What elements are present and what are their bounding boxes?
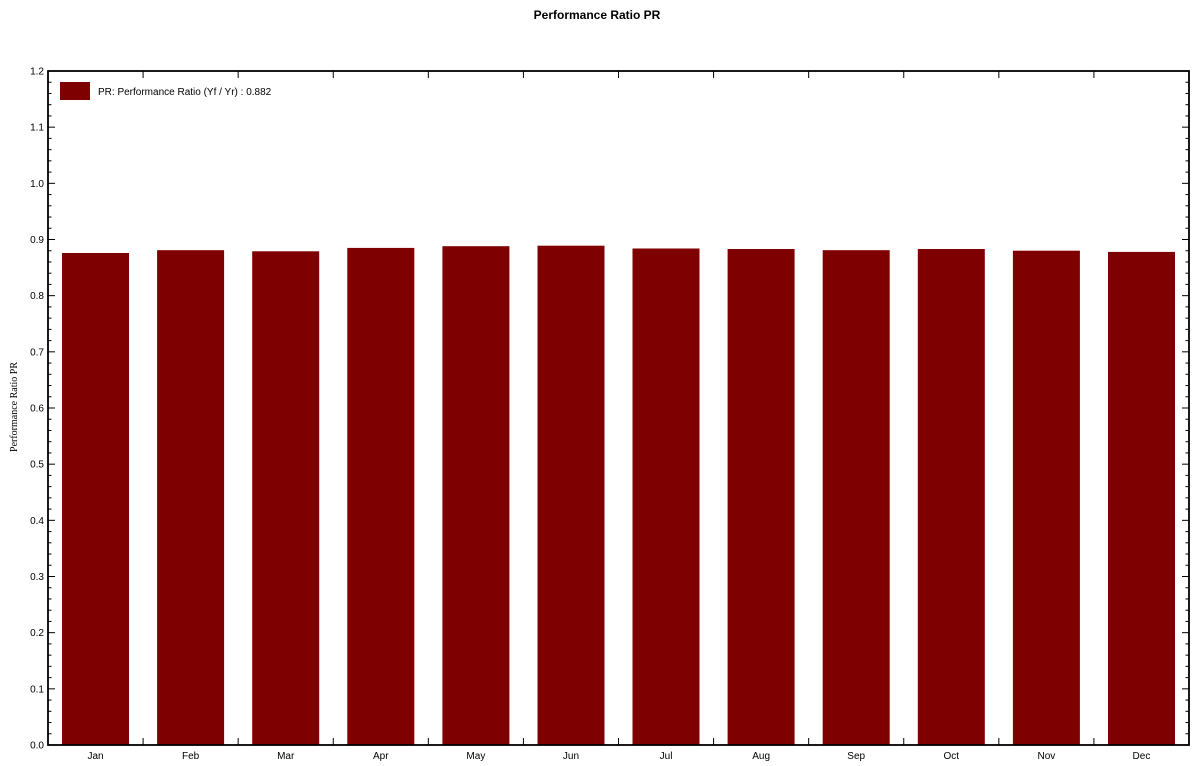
y-tick-label: 0.4 xyxy=(30,516,44,527)
y-tick-label: 0.2 xyxy=(30,628,44,639)
y-tick-label: 0.9 xyxy=(30,235,44,246)
bar-nov xyxy=(1012,250,1080,745)
x-tick-label: Oct xyxy=(944,751,960,762)
x-tick-label: Mar xyxy=(277,751,295,762)
y-tick-label: 1.0 xyxy=(30,179,44,190)
x-tick-label: Nov xyxy=(1037,751,1055,762)
y-tick-label: 0.5 xyxy=(30,460,44,471)
bar-jun xyxy=(537,245,605,745)
bar-dec xyxy=(1108,251,1175,745)
bar-jul xyxy=(632,248,700,745)
bar-oct xyxy=(917,249,985,745)
x-tick-label: Jan xyxy=(87,751,103,762)
y-tick-label: 0.7 xyxy=(30,347,44,358)
x-tick-label: Feb xyxy=(182,751,200,762)
bar-jan xyxy=(62,253,129,745)
bar-sep xyxy=(822,250,890,745)
bar-feb xyxy=(157,250,225,745)
x-tick-label: May xyxy=(466,751,485,762)
y-tick-label: 0.0 xyxy=(30,741,44,752)
bars-group xyxy=(62,245,1175,746)
y-tick-label: 0.1 xyxy=(30,684,44,695)
chart-title: Performance Ratio PR xyxy=(534,8,661,22)
y-tick-label: 0.8 xyxy=(30,291,44,302)
x-tick-label: Jul xyxy=(660,751,673,762)
bar-mar xyxy=(252,251,320,746)
legend-label: PR: Performance Ratio (Yf / Yr) : 0.882 xyxy=(98,87,272,98)
x-tick-label: Dec xyxy=(1133,751,1151,762)
y-axis-label: Performance Ratio PR xyxy=(9,362,20,452)
x-tick-label: Sep xyxy=(847,751,865,762)
legend-swatch xyxy=(60,82,90,100)
axes-group: 0.0 0.1 0.2 0.3 0.4 0.5 0.6 0.7 0.8 0.9 1.0 1.1 1.2 J… xyxy=(30,67,1190,762)
x-tick-label: Jun xyxy=(563,751,579,762)
bar-may xyxy=(442,246,510,745)
y-tick-label: 0.6 xyxy=(30,404,44,415)
y-tick-label: 1.2 xyxy=(30,67,44,78)
bar-apr xyxy=(347,247,415,745)
y-tick-label: 1.1 xyxy=(30,123,44,134)
legend: PR: Performance Ratio (Yf / Yr) : 0.882 xyxy=(60,82,272,100)
plot-frame xyxy=(47,70,1190,746)
x-tick-label: Aug xyxy=(752,751,770,762)
x-tick-label: Apr xyxy=(373,751,389,762)
y-tick-label: 0.3 xyxy=(30,572,44,583)
bar-aug xyxy=(727,249,795,745)
